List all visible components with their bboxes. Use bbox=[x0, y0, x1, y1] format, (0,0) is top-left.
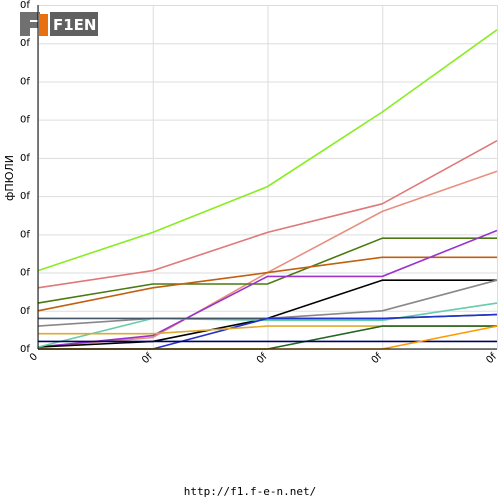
axes bbox=[37, 5, 497, 350]
x-tick-label: 0f bbox=[370, 351, 385, 366]
series-line bbox=[37, 139, 498, 289]
y-tick-label: 0f bbox=[20, 344, 30, 355]
series-line bbox=[37, 237, 497, 304]
series-line bbox=[37, 302, 498, 348]
x-tick-label: 0 bbox=[28, 351, 40, 363]
y-tick-label: 0f bbox=[20, 191, 30, 202]
y-tick-label: 0f bbox=[20, 76, 30, 87]
footer-url[interactable]: http://f1.f-e-n.net/ bbox=[183, 485, 317, 498]
y-tick-label: 0f bbox=[20, 38, 30, 49]
x-tick-label: 0f bbox=[484, 351, 499, 366]
y-tick-label: 0f bbox=[20, 0, 30, 11]
y-tick-label: 0f bbox=[20, 229, 30, 240]
logo: F1EN bbox=[20, 12, 98, 36]
y-tick-label: 0f bbox=[20, 153, 30, 164]
series-line bbox=[37, 229, 498, 348]
series-line bbox=[37, 256, 497, 312]
y-tick-label: 0f bbox=[20, 115, 30, 126]
series-line bbox=[37, 29, 498, 272]
y-axis-title: фПЮЛИ bbox=[3, 155, 16, 201]
y-tick-label: 0f bbox=[20, 306, 30, 317]
logo-text: F1EN bbox=[53, 16, 96, 34]
x-tick-labels: 0 0f 0f 0f 0f bbox=[28, 351, 500, 366]
y-tick-label: 0f bbox=[20, 268, 30, 279]
y-tick-labels: 0f 0f 0f 0f 0f 0f 0f 0f 0f 0f bbox=[20, 0, 30, 355]
x-tick-label: 0f bbox=[140, 351, 155, 366]
x-tick-label: 0f bbox=[255, 351, 270, 366]
